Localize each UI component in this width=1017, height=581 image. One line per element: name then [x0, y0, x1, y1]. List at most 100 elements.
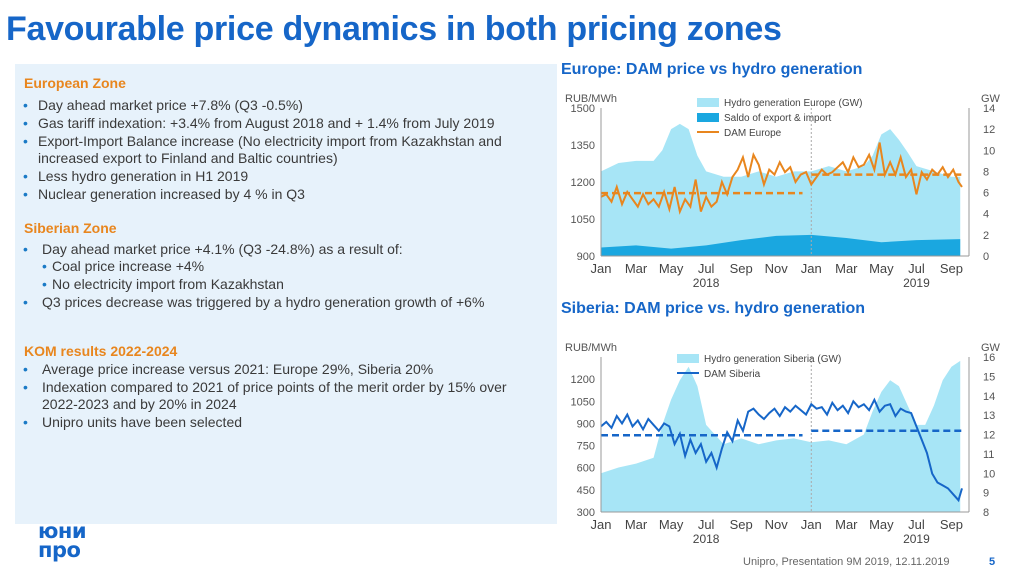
europe-legend-swatch [697, 113, 719, 122]
european-zone-heading: European Zone [24, 75, 126, 91]
europe-x-tick: May [869, 261, 894, 276]
siberian-sub-bullet: Coal price increase +4% [42, 258, 550, 275]
logo-line: юни [38, 519, 87, 543]
siberia-right-tick: 15 [983, 371, 995, 383]
europe-right-tick: 14 [983, 103, 995, 115]
siberia-x-tick: Jul [908, 517, 925, 532]
siberia-x-tick: Nov [765, 517, 789, 532]
siberian-bullet-text: Day ahead market price +4.1% (Q3 -24.8%)… [42, 241, 403, 257]
europe-x-tick: Mar [835, 261, 858, 276]
european-bullet: Gas tariff indexation: +3.4% from August… [22, 115, 550, 132]
kom-results-heading: KOM results 2022-2024 [24, 343, 178, 359]
europe-right-tick: 2 [983, 230, 989, 242]
europe-x-tick: Sep [730, 261, 753, 276]
siberia-legend-label: DAM Siberia [704, 369, 761, 380]
kom-bullet: Indexation compared to 2021 of price poi… [22, 379, 522, 413]
europe-year-label: 2019 [903, 276, 930, 290]
page-number: 5 [989, 556, 996, 568]
siberia-x-tick: Mar [835, 517, 858, 532]
europe-x-tick: Nov [765, 261, 789, 276]
siberia-left-tick: 450 [577, 485, 595, 497]
siberia-x-tick: Mar [625, 517, 648, 532]
europe-legend-label: DAM Europe [724, 128, 782, 139]
europe-x-tick: Jan [801, 261, 822, 276]
siberia-right-tick: 9 [983, 488, 989, 500]
siberia-x-tick: Sep [730, 517, 753, 532]
commentary-panel: European Zone Day ahead market price +7.… [15, 64, 557, 524]
europe-x-tick: Jan [591, 261, 612, 276]
siberian-sub-list: Coal price increase +4% No electricity i… [42, 258, 550, 293]
kom-results-list: Average price increase versus 2021: Euro… [22, 361, 522, 432]
europe-x-tick: Sep [940, 261, 963, 276]
europe-legend-label: Hydro generation Europe (GW) [724, 98, 862, 109]
siberian-zone-list: Day ahead market price +4.1% (Q3 -24.8%)… [22, 241, 550, 312]
kom-bullet: Unipro units have been selected [22, 414, 522, 431]
siberia-x-tick: Jan [801, 517, 822, 532]
siberia-year-label: 2019 [903, 532, 930, 546]
siberia-legend-swatch [677, 354, 699, 363]
siberia-right-tick: 13 [983, 410, 995, 422]
europe-right-tick: 12 [983, 124, 995, 136]
siberia-x-tick: May [869, 517, 894, 532]
europe-chart-title: Europe: DAM price vs hydro generation [561, 61, 863, 78]
siberia-left-tick: 1200 [571, 374, 595, 386]
europe-right-tick: 6 [983, 188, 989, 200]
slide-title: Favourable price dynamics in both pricin… [6, 10, 782, 48]
unipro-logo: юни про [38, 519, 87, 562]
siberia-area-0 [601, 360, 961, 512]
siberian-sub-bullet: No electricity import from Kazakhstan [42, 276, 550, 293]
siberia-right-axis-label: GW [981, 342, 1001, 354]
european-bullet: Export-Import Balance increase (No elect… [22, 133, 550, 167]
europe-price-line [600, 142, 963, 215]
siberia-left-tick: 300 [577, 507, 595, 519]
european-bullet: Day ahead market price +7.8% (Q3 -0.5%) [22, 97, 550, 114]
europe-x-tick: May [659, 261, 684, 276]
europe-right-tick: 0 [983, 251, 989, 263]
europe-year-label: 2018 [693, 276, 720, 290]
siberia-left-tick: 1050 [571, 396, 595, 408]
siberia-x-tick: May [659, 517, 684, 532]
siberia-left-tick: 600 [577, 463, 595, 475]
european-bullet: Less hydro generation in H1 2019 [22, 168, 550, 185]
europe-left-tick: 900 [577, 251, 595, 263]
europe-left-tick: 1200 [571, 177, 595, 189]
europe-area-1 [601, 234, 961, 256]
siberia-legend-label: Hydro generation Siberia (GW) [704, 354, 841, 365]
siberia-year-label: 2018 [693, 532, 720, 546]
siberia-right-tick: 10 [983, 468, 995, 480]
europe-right-tick: 10 [983, 145, 995, 157]
europe-x-tick: Jul [698, 261, 715, 276]
siberia-right-tick: 12 [983, 430, 995, 442]
europe-left-tick: 1350 [571, 140, 595, 152]
siberia-left-tick: 900 [577, 418, 595, 430]
europe-x-tick: Mar [625, 261, 648, 276]
europe-right-tick: 4 [983, 209, 989, 221]
europe-left-tick: 1500 [571, 103, 595, 115]
siberia-x-tick: Jan [591, 517, 612, 532]
siberia-left-tick: 750 [577, 441, 595, 453]
siberia-x-tick: Jul [698, 517, 715, 532]
european-bullet: Nuclear generation increased by 4 % in Q… [22, 186, 550, 203]
europe-right-tick: 8 [983, 166, 989, 178]
europe-x-tick: Jul [908, 261, 925, 276]
siberia-right-tick: 11 [983, 449, 994, 461]
siberian-zone-heading: Siberian Zone [24, 220, 117, 236]
siberia-price-line [600, 397, 963, 503]
kom-bullet: Average price increase versus 2021: Euro… [22, 361, 522, 378]
europe-legend-label: Saldo of export & import [724, 113, 831, 124]
siberia-right-tick: 8 [983, 507, 989, 519]
europe-left-axis-label: RUB/MWh [565, 93, 617, 105]
europe-legend-swatch [697, 98, 719, 107]
siberia-right-tick: 14 [983, 391, 995, 403]
europe-left-tick: 1050 [571, 214, 595, 226]
logo-line: про [38, 538, 81, 562]
footer-text: Unipro, Presentation 9M 2019, 12.11.2019 [743, 556, 950, 568]
europe-right-axis-label: GW [981, 93, 1001, 105]
siberia-left-axis-label: RUB/MWh [565, 342, 617, 354]
siberia-right-tick: 16 [983, 352, 995, 364]
siberian-bullet: Day ahead market price +4.1% (Q3 -24.8%)… [22, 241, 550, 293]
siberia-x-tick: Sep [940, 517, 963, 532]
europe-area-0 [601, 123, 961, 256]
